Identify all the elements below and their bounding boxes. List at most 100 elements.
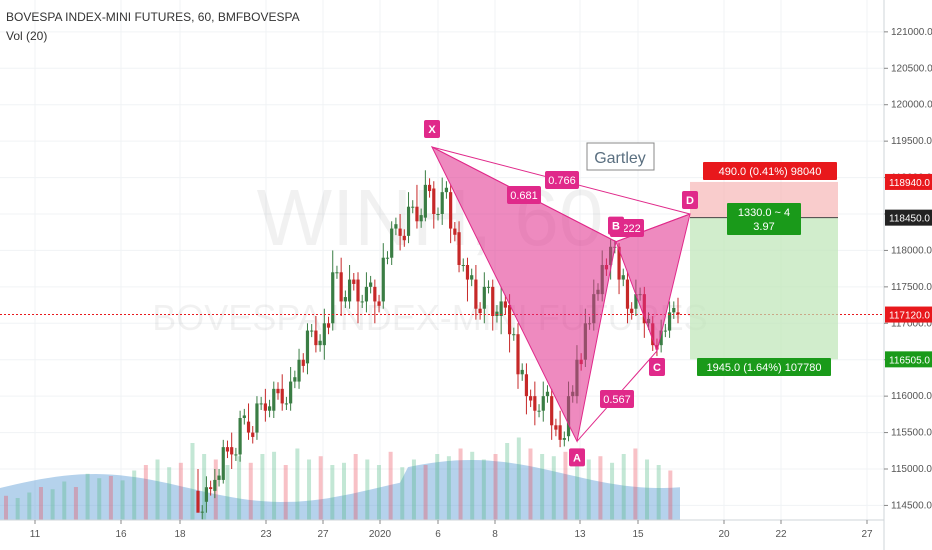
candle-body[interactable] — [554, 425, 558, 430]
candle-body[interactable] — [512, 334, 516, 336]
candle-body[interactable] — [335, 272, 339, 274]
candle-body[interactable] — [470, 275, 474, 280]
candle-body[interactable] — [267, 406, 272, 411]
candle-body[interactable] — [339, 272, 343, 302]
candle-body[interactable] — [204, 487, 209, 502]
candle-body[interactable] — [322, 323, 326, 346]
candle-body[interactable] — [360, 301, 364, 303]
candle-body[interactable] — [524, 374, 529, 397]
candle-body[interactable] — [343, 297, 347, 302]
candle-body[interactable] — [394, 224, 398, 229]
candle-body[interactable] — [558, 425, 562, 440]
candle-body[interactable] — [562, 438, 566, 440]
candle-body[interactable] — [411, 206, 415, 208]
candle-body[interactable] — [246, 421, 251, 433]
candle-body[interactable] — [474, 279, 478, 309]
candle-body[interactable] — [486, 286, 491, 288]
candle-body[interactable] — [251, 432, 255, 437]
candle-body[interactable] — [364, 286, 369, 302]
candle-body[interactable] — [381, 257, 385, 302]
candle-body[interactable] — [461, 265, 465, 266]
candle-body[interactable] — [310, 330, 314, 332]
candle-body[interactable] — [209, 487, 213, 490]
candle-body[interactable] — [533, 396, 537, 411]
candle-body[interactable] — [305, 330, 310, 364]
candle-body[interactable] — [297, 359, 301, 382]
candle-body[interactable] — [495, 311, 499, 316]
candle-body[interactable] — [427, 184, 432, 192]
candle-body[interactable] — [634, 294, 638, 309]
candle-body[interactable] — [230, 447, 234, 455]
candle-body[interactable] — [352, 279, 356, 284]
pattern-name-box[interactable] — [586, 142, 655, 171]
candle-body[interactable] — [406, 206, 411, 236]
candle-body[interactable] — [415, 206, 419, 222]
candle-body[interactable] — [621, 275, 625, 280]
candle-body[interactable] — [238, 418, 242, 455]
candle-body[interactable] — [217, 475, 221, 480]
candle-body[interactable] — [331, 272, 335, 324]
candle-body[interactable] — [284, 403, 289, 405]
candle-body[interactable] — [318, 340, 322, 346]
candle-body[interactable] — [545, 391, 550, 397]
candle-body[interactable] — [478, 308, 482, 314]
candle-body[interactable] — [225, 447, 230, 452]
candle-body[interactable] — [293, 377, 297, 382]
candle-body[interactable] — [419, 215, 423, 222]
candle-body[interactable] — [402, 235, 406, 241]
candle-body[interactable] — [390, 228, 394, 258]
position-tool[interactable]: 490.0 (0.41%) 98040 1330.0 ~ 4 3.97 1945.0 … — [690, 162, 838, 376]
candle-body[interactable] — [255, 403, 259, 433]
candle-body[interactable] — [280, 388, 284, 404]
volume-indicator-label[interactable]: Vol (20) — [6, 29, 48, 43]
candle-body[interactable] — [672, 307, 676, 313]
candle-body[interactable] — [676, 312, 680, 315]
candle-body[interactable] — [263, 403, 267, 411]
candle-body[interactable] — [369, 282, 373, 287]
candle-body[interactable] — [436, 214, 440, 215]
candle-body[interactable] — [520, 369, 524, 375]
candle-body[interactable] — [499, 301, 503, 316]
candle-body[interactable] — [377, 301, 381, 306]
candle-body[interactable] — [503, 301, 507, 308]
candle-body[interactable] — [550, 396, 554, 426]
candle-body[interactable] — [221, 447, 225, 480]
candle-body[interactable] — [444, 187, 449, 193]
candle-body[interactable] — [625, 279, 630, 309]
candle-body[interactable] — [449, 192, 453, 229]
candle-body[interactable] — [373, 286, 377, 302]
candle-body[interactable] — [347, 279, 352, 302]
candle-body[interactable] — [213, 479, 217, 491]
candle-body[interactable] — [301, 359, 305, 366]
take-profit-zone[interactable] — [690, 217, 838, 360]
candle-body[interactable] — [663, 330, 667, 332]
candle-body[interactable] — [432, 188, 436, 215]
candle-body[interactable] — [234, 454, 238, 456]
candle-body[interactable] — [200, 511, 204, 513]
candle-body[interactable] — [259, 403, 263, 405]
candle-body[interactable] — [423, 184, 427, 218]
candle-body[interactable] — [457, 232, 461, 265]
candle-body[interactable] — [356, 279, 360, 302]
candle-body[interactable] — [529, 396, 533, 401]
candle-body[interactable] — [385, 257, 390, 259]
candle-body[interactable] — [272, 388, 276, 411]
candle-body[interactable] — [617, 246, 621, 280]
candle-body[interactable] — [537, 410, 541, 412]
candle-body[interactable] — [516, 334, 520, 375]
candle-body[interactable] — [326, 323, 331, 328]
candle-body[interactable] — [440, 192, 444, 214]
candle-body[interactable] — [491, 286, 495, 316]
candle-body[interactable] — [289, 381, 293, 404]
candle-body[interactable] — [507, 305, 512, 335]
candle-body[interactable] — [659, 330, 663, 346]
candle-body[interactable] — [667, 312, 672, 331]
candle-body[interactable] — [276, 388, 280, 394]
candle-body[interactable] — [196, 490, 200, 513]
candle-body[interactable] — [453, 228, 457, 235]
candle-body[interactable] — [482, 286, 486, 309]
candle-body[interactable] — [242, 415, 246, 418]
